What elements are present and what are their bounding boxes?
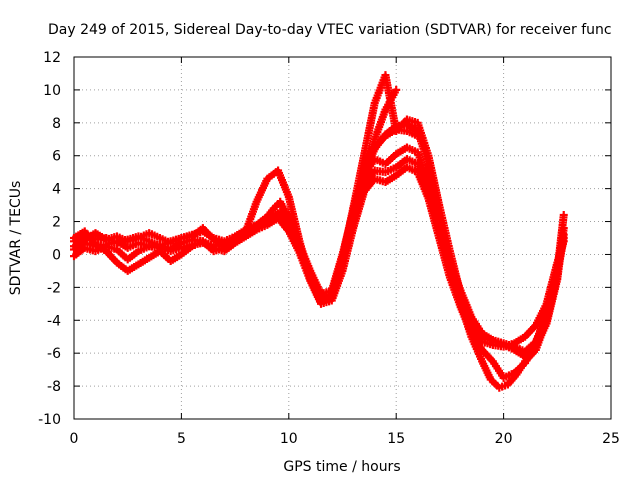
y-tick-label: -10 [38,412,61,428]
data-point [559,237,568,246]
data-point [392,85,401,94]
y-tick-label: -4 [47,313,61,329]
x-axis-tick-labels: 0 5 10 15 20 25 [70,431,620,447]
y-axis-tick-labels: -10 -8 -6 -4 -2 0 2 4 6 8 10 12 [38,50,61,428]
x-tick-label: 0 [70,431,79,447]
series-track-7 [370,125,422,152]
y-axis-label: SDTVAR / TECUs [8,181,24,296]
y-tick-label: -2 [47,280,61,296]
y-tick-label: -8 [47,379,61,395]
y-tick-label: 2 [52,215,61,231]
x-tick-label: 5 [177,431,186,447]
x-tick-label: 15 [387,431,405,447]
y-tick-label: -6 [47,346,61,362]
y-tick-label: 4 [52,182,61,198]
y-tick-label: 10 [43,83,61,99]
x-tick-label: 25 [602,431,620,447]
y-tick-label: 8 [52,116,61,132]
x-axis-label: GPS time / hours [283,459,400,475]
data-point [413,131,422,140]
x-tick-label: 10 [280,431,298,447]
x-tick-label: 20 [495,431,513,447]
chart-title: Day 249 of 2015, Sidereal Day-to-day VTE… [48,22,612,38]
y-tick-label: 12 [43,50,61,66]
y-tick-label: 0 [52,247,61,263]
data-points [70,71,568,392]
axis-ticks [73,56,612,420]
data-point [559,210,568,219]
y-tick-label: 6 [52,149,61,165]
